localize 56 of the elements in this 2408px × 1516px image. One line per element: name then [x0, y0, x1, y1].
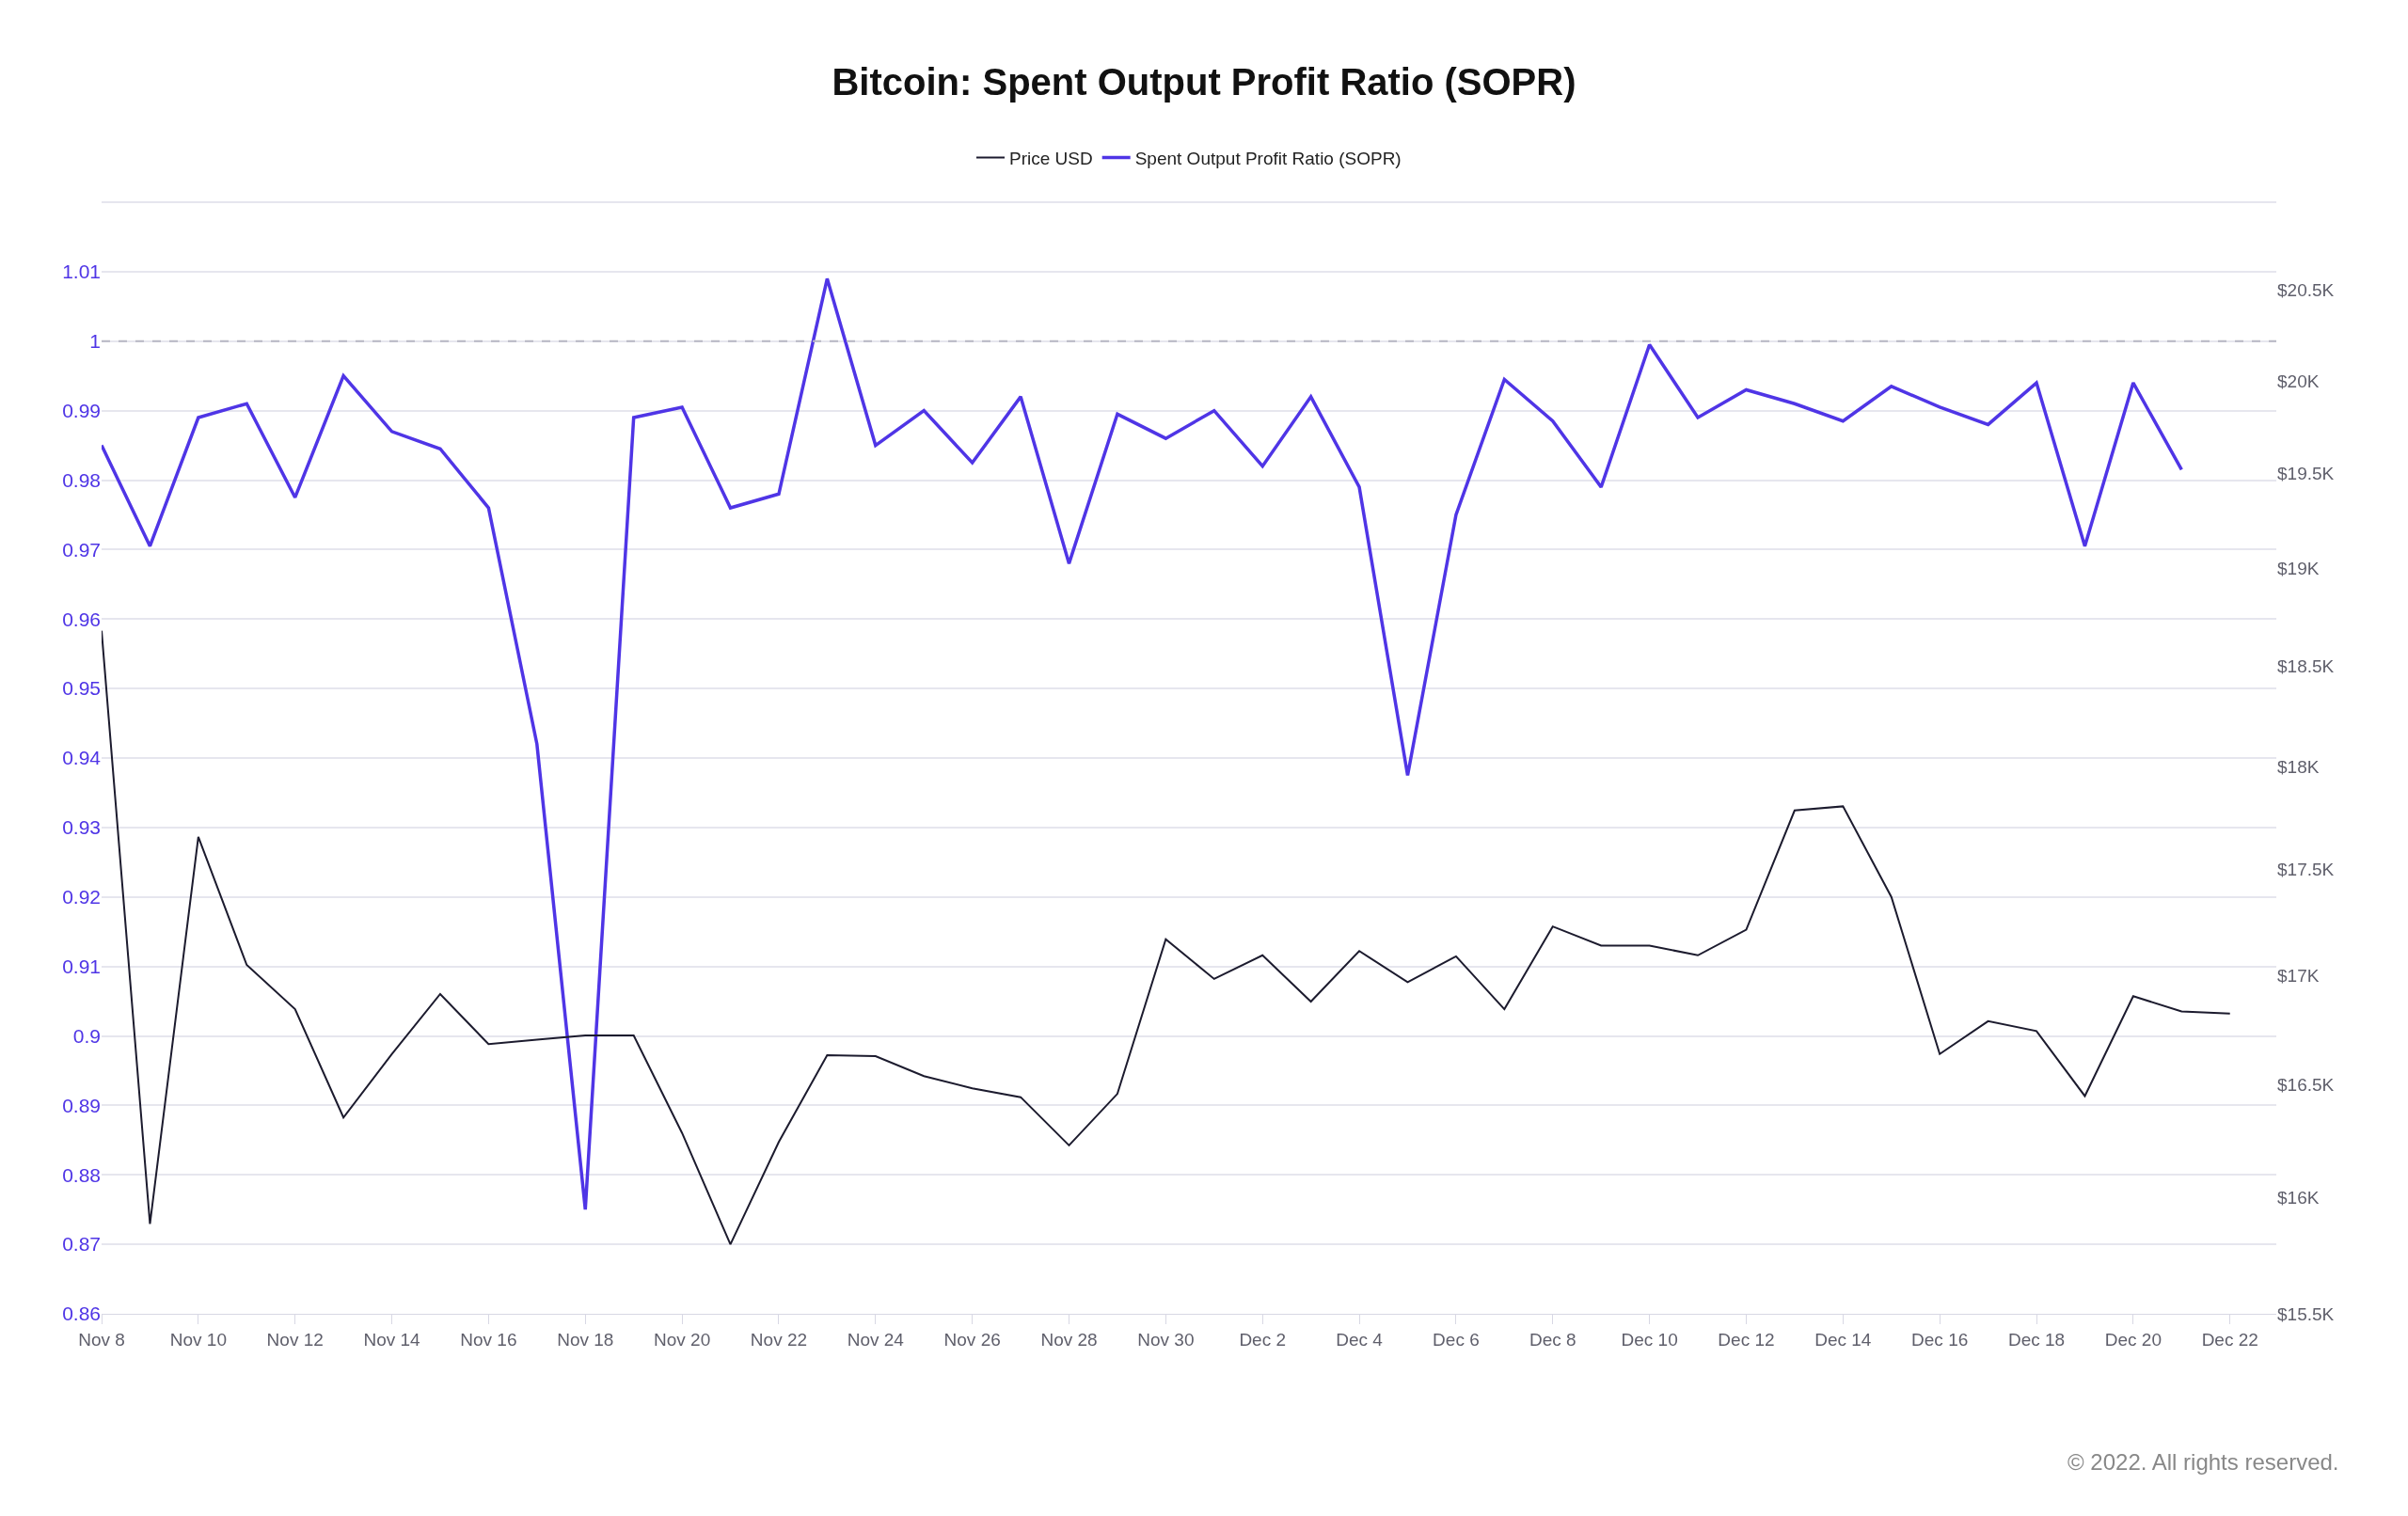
- x-tick-label: Dec 22: [2201, 1329, 2258, 1350]
- y-tick-label: 0.86: [62, 1303, 101, 1325]
- x-tick-label: Nov 12: [266, 1329, 324, 1350]
- y-tick-label: 1.01: [62, 261, 101, 283]
- x-tick-label: Dec 8: [1529, 1329, 1576, 1350]
- y-tick-label: 0.87: [62, 1233, 101, 1255]
- y2-tick-label: $17.5K: [2277, 860, 2335, 880]
- x-tick-label: Dec 6: [1433, 1329, 1480, 1350]
- x-tick-label: Nov 16: [460, 1329, 517, 1350]
- y-tick-label: 0.91: [62, 955, 101, 977]
- y-tick-label: 0.96: [62, 608, 101, 630]
- y-tick-label: 0.88: [62, 1163, 101, 1186]
- x-tick-label: Nov 18: [557, 1329, 614, 1350]
- y-tick-label: 1: [89, 330, 101, 353]
- chart-title: Bitcoin: Spent Output Profit Ratio (SOPR): [832, 60, 1576, 103]
- y2-tick-label: $18K: [2277, 756, 2320, 777]
- x-tick-label: Nov 8: [78, 1329, 125, 1350]
- y-tick-label: 0.97: [62, 538, 101, 561]
- y2-tick-label: $17K: [2277, 966, 2320, 987]
- line-series: [102, 276, 2184, 1211]
- x-tick-label: Nov 28: [1040, 1329, 1098, 1350]
- line-series: [102, 629, 2231, 1246]
- y-tick-label: 0.92: [62, 886, 101, 908]
- y-tick-label: 0.89: [62, 1094, 101, 1116]
- x-tick-label: Dec 12: [1718, 1329, 1775, 1350]
- x-tick-label: Dec 18: [2007, 1329, 2066, 1350]
- x-tick-label: Dec 4: [1336, 1329, 1384, 1350]
- y-tick-label: 0.93: [62, 816, 101, 839]
- legend-label: Price USD: [1009, 148, 1093, 168]
- y-tick-label: 0.94: [62, 747, 102, 769]
- y-tick-label: 0.95: [62, 677, 101, 700]
- legend-label: Spent Output Profit Ratio (SOPR): [1134, 148, 1402, 168]
- y-tick-label: 0.98: [62, 468, 101, 491]
- y2-tick-label: $20.5K: [2277, 280, 2335, 301]
- y2-tick-label: $18.5K: [2277, 656, 2335, 676]
- y2-tick-label: $20K: [2277, 371, 2320, 391]
- x-tick-label: Nov 10: [169, 1329, 227, 1350]
- y-tick-label: 0.99: [62, 399, 101, 421]
- x-tick-label: Nov 30: [1137, 1329, 1195, 1350]
- x-tick-label: Dec 2: [1239, 1329, 1287, 1350]
- y2-tick-label: $19.5K: [2277, 464, 2335, 484]
- x-tick-label: Nov 24: [847, 1329, 905, 1350]
- x-tick-label: Dec 20: [2104, 1329, 2162, 1350]
- x-tick-label: Nov 14: [363, 1329, 421, 1350]
- x-tick-label: Nov 22: [750, 1329, 808, 1350]
- x-tick-label: Dec 10: [1621, 1329, 1678, 1350]
- text: © 2022. All rights reserved.: [2067, 1449, 2339, 1475]
- x-tick-label: Dec 14: [1814, 1329, 1872, 1350]
- y2-tick-label: $16K: [2277, 1188, 2320, 1208]
- x-tick-label: Nov 20: [654, 1329, 711, 1350]
- y2-tick-label: $19K: [2277, 559, 2320, 579]
- y2-tick-label: $15.5K: [2277, 1303, 2335, 1324]
- x-tick-label: Dec 16: [1911, 1329, 1969, 1350]
- y2-tick-label: $16.5K: [2277, 1075, 2335, 1096]
- x-tick-label: Nov 26: [943, 1329, 1001, 1350]
- y-tick-label: 0.9: [72, 1024, 101, 1047]
